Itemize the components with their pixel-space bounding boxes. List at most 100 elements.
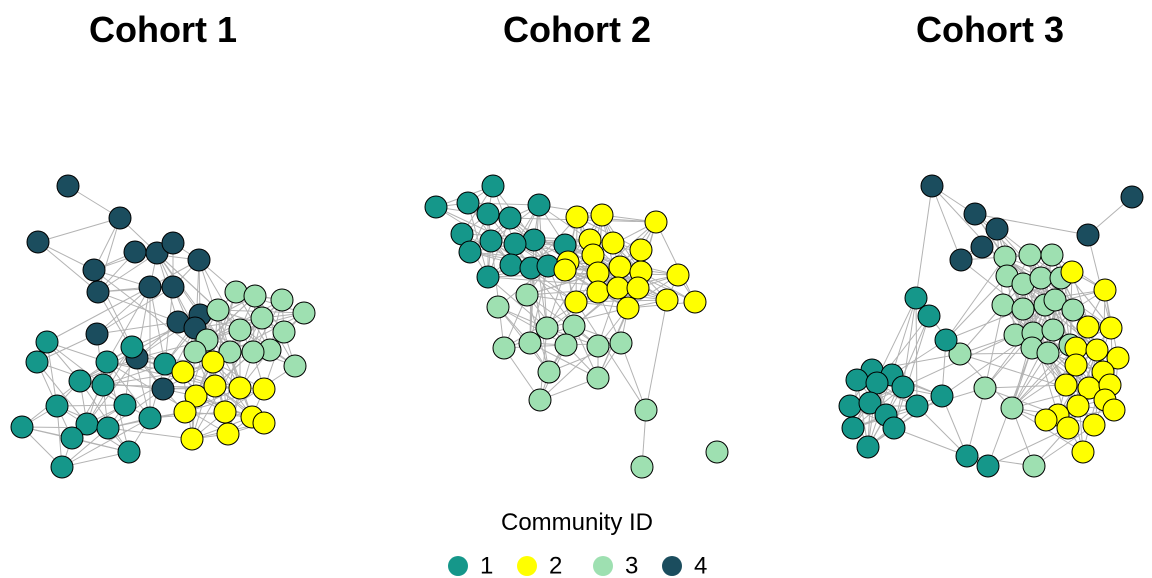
- node: [123, 240, 147, 264]
- node: [201, 350, 225, 374]
- node: [56, 174, 80, 198]
- legend-swatch: [662, 556, 682, 576]
- edge: [37, 217, 121, 243]
- node: [183, 340, 207, 364]
- node: [250, 306, 274, 330]
- node: [1093, 278, 1117, 302]
- node: [1085, 338, 1109, 362]
- node: [1060, 260, 1084, 284]
- node: [608, 255, 632, 279]
- node: [292, 301, 316, 325]
- node: [458, 240, 482, 264]
- node: [515, 283, 539, 307]
- node: [949, 248, 973, 272]
- edge: [96, 286, 151, 335]
- node: [113, 393, 137, 417]
- node: [626, 276, 650, 300]
- node: [45, 394, 69, 418]
- edge: [36, 361, 88, 425]
- node: [1000, 396, 1024, 420]
- edge: [916, 405, 968, 457]
- node: [838, 394, 862, 418]
- node: [705, 440, 729, 464]
- node: [86, 280, 110, 304]
- node: [655, 288, 679, 312]
- node: [138, 406, 162, 430]
- node: [904, 286, 928, 310]
- node: [1054, 373, 1078, 397]
- node: [666, 263, 690, 287]
- node: [1102, 398, 1126, 422]
- node: [537, 360, 561, 384]
- node: [841, 416, 865, 440]
- edge: [198, 259, 241, 331]
- node: [50, 455, 74, 479]
- edge: [966, 387, 986, 457]
- edge: [931, 185, 998, 230]
- node: [683, 290, 707, 314]
- node: [1082, 413, 1106, 437]
- node: [218, 340, 242, 364]
- node: [479, 229, 503, 253]
- node: [527, 193, 551, 217]
- edge: [1011, 364, 1077, 409]
- panel-title: Cohort 2: [503, 9, 651, 50]
- edge: [576, 216, 657, 223]
- node: [270, 288, 294, 312]
- panel-title: Cohort 3: [916, 9, 1064, 50]
- node: [241, 340, 265, 364]
- node: [476, 202, 500, 226]
- node: [644, 210, 668, 234]
- edge: [539, 345, 599, 401]
- edge: [526, 294, 599, 347]
- node: [424, 195, 448, 219]
- legend-title: Community ID: [501, 509, 653, 536]
- node: [60, 426, 84, 450]
- node: [252, 411, 276, 435]
- edge: [191, 317, 263, 440]
- node: [930, 384, 954, 408]
- edge: [106, 361, 151, 419]
- node: [1036, 341, 1060, 365]
- edge: [96, 286, 174, 335]
- node: [905, 394, 929, 418]
- edge: [97, 217, 121, 293]
- node: [553, 258, 577, 282]
- node: [180, 427, 204, 451]
- node: [865, 371, 889, 395]
- edge: [46, 286, 151, 343]
- node: [590, 203, 614, 227]
- node: [970, 235, 994, 259]
- edge: [96, 321, 179, 335]
- node: [1076, 223, 1100, 247]
- edge: [945, 275, 1008, 341]
- edge: [893, 427, 968, 457]
- node: [973, 376, 997, 400]
- nodes: [10, 174, 1144, 479]
- edge: [497, 306, 567, 346]
- node: [120, 335, 144, 359]
- edge: [529, 342, 599, 379]
- node: [252, 377, 276, 401]
- node: [606, 276, 630, 300]
- node: [963, 202, 987, 226]
- node: [528, 388, 552, 412]
- node: [161, 231, 185, 255]
- node: [492, 336, 516, 360]
- node: [26, 230, 50, 254]
- node: [858, 391, 882, 415]
- node: [138, 275, 162, 299]
- node: [213, 400, 237, 424]
- edge: [1033, 424, 1095, 467]
- node: [1041, 318, 1065, 342]
- legend-label: 2: [549, 552, 562, 578]
- edge: [467, 202, 540, 206]
- node: [96, 416, 120, 440]
- legend-label: 3: [625, 552, 638, 578]
- node: [1022, 454, 1046, 478]
- edge: [79, 380, 130, 453]
- node: [228, 318, 252, 342]
- node: [1061, 298, 1085, 322]
- node: [272, 320, 296, 344]
